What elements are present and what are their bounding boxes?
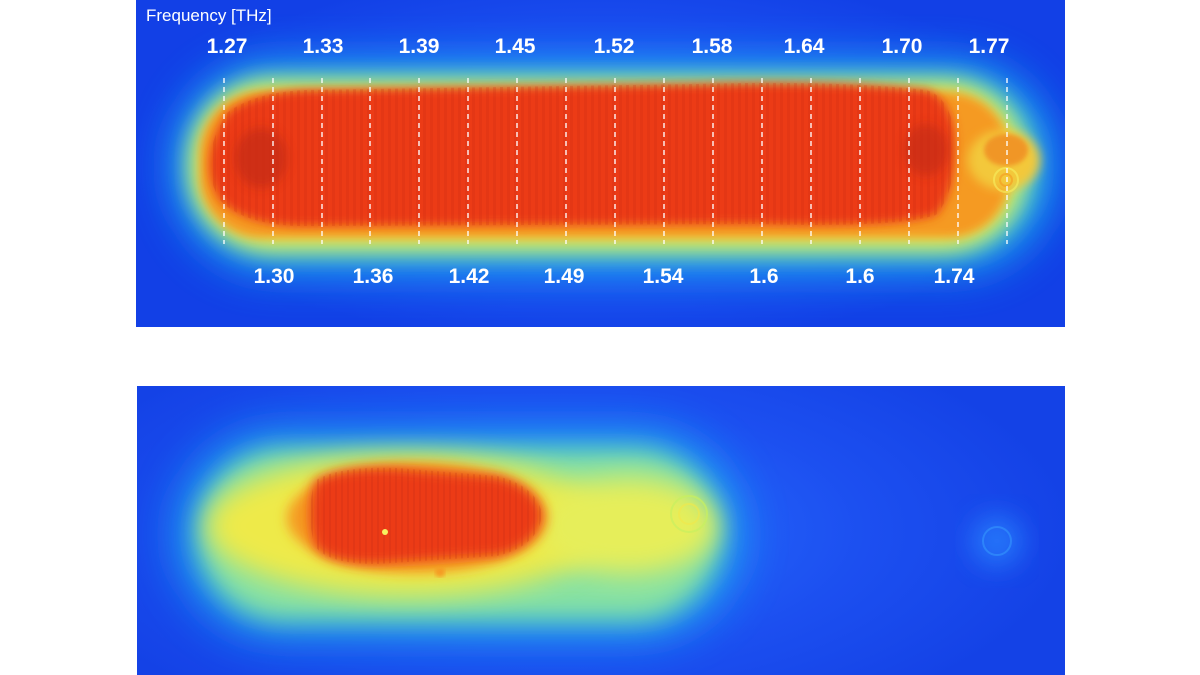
- frequency-label-bottom: 1.6: [845, 265, 875, 288]
- top-intensity-map: Frequency [THz] 1.27 1.33 1.39 1.45 1.52…: [136, 0, 1065, 327]
- frequency-axis-label: Frequency [THz]: [146, 6, 272, 25]
- frequency-label-top: 1.27: [206, 35, 248, 58]
- frequency-label-bottom: 1.6: [749, 265, 779, 288]
- bottom-heatmap-graphic: [179, 434, 1023, 634]
- frequency-label-top: 1.70: [881, 35, 923, 58]
- frequency-label-bottom: 1.36: [352, 265, 394, 288]
- frequency-label-bottom: 1.30: [253, 265, 295, 288]
- frequency-label-top: 1.64: [783, 35, 825, 58]
- frequency-label-top: 1.33: [302, 35, 344, 58]
- frequency-label-bottom: 1.42: [448, 265, 490, 288]
- top-heatmap-graphic: [174, 62, 1054, 272]
- frequency-label-bottom: 1.54: [642, 265, 684, 288]
- frequency-label-top: 1.77: [968, 35, 1010, 58]
- frequency-label-bottom: 1.49: [543, 265, 585, 288]
- frequency-label-bottom: 1.74: [933, 265, 975, 288]
- bottom-intensity-map: [137, 386, 1065, 675]
- frequency-label-top: 1.45: [494, 35, 536, 58]
- frequency-label-top: 1.52: [593, 35, 635, 58]
- frequency-label-top: 1.58: [691, 35, 733, 58]
- frequency-label-top: 1.39: [398, 35, 440, 58]
